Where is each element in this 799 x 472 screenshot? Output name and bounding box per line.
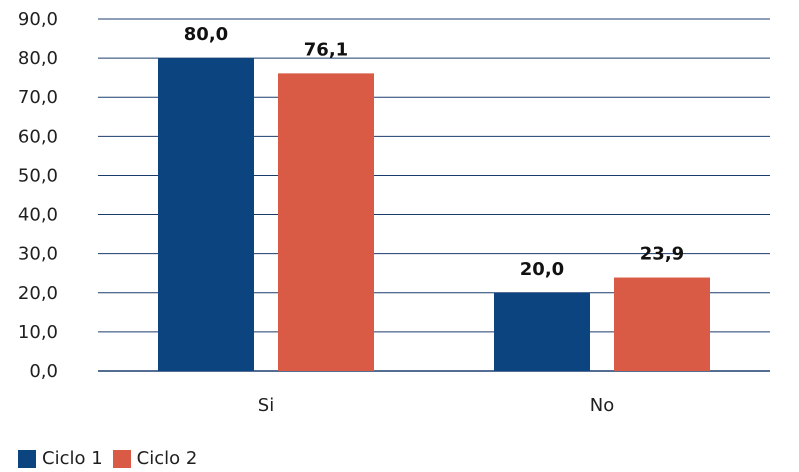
y-tick-label: 50,0 <box>18 165 58 186</box>
y-tick-label: 0,0 <box>29 361 58 382</box>
legend-swatch-ciclo-2 <box>112 449 131 468</box>
y-tick-label: 70,0 <box>18 87 58 108</box>
data-label-no-series-2: 23,9 <box>640 244 684 265</box>
legend-label-ciclo-1: Ciclo 1 <box>42 448 103 469</box>
bar-no-series-2 <box>614 277 710 371</box>
data-label-si-series-1: 80,0 <box>184 24 228 45</box>
y-tick-label: 60,0 <box>18 126 58 147</box>
x-category-label: Si <box>258 395 274 416</box>
bar-no-series-1 <box>494 292 590 371</box>
bar-si-series-2 <box>278 73 374 371</box>
legend-item-ciclo-2: Ciclo 2 <box>112 448 198 469</box>
legend: Ciclo 1 Ciclo 2 <box>18 448 197 469</box>
bar-si-series-1 <box>158 58 254 371</box>
legend-label-ciclo-2: Ciclo 2 <box>136 448 198 469</box>
y-tick-label: 40,0 <box>18 205 58 226</box>
y-tick-label: 10,0 <box>18 322 58 343</box>
data-label-no-series-1: 20,0 <box>520 259 564 280</box>
y-tick-label: 20,0 <box>18 283 58 304</box>
legend-swatch-ciclo-1 <box>18 449 36 468</box>
data-label-si-series-2: 76,1 <box>304 39 348 60</box>
x-category-label: No <box>590 395 614 416</box>
y-tick-label: 80,0 <box>18 48 58 69</box>
y-tick-label: 30,0 <box>18 244 58 265</box>
y-tick-label: 90,0 <box>18 9 58 30</box>
legend-item-ciclo-1: Ciclo 1 <box>18 448 103 469</box>
bar-chart: 0,0 10,0 20,0 30,0 40,0 50,0 60,0 70,0 80,0 90,0 8… <box>18 9 770 416</box>
